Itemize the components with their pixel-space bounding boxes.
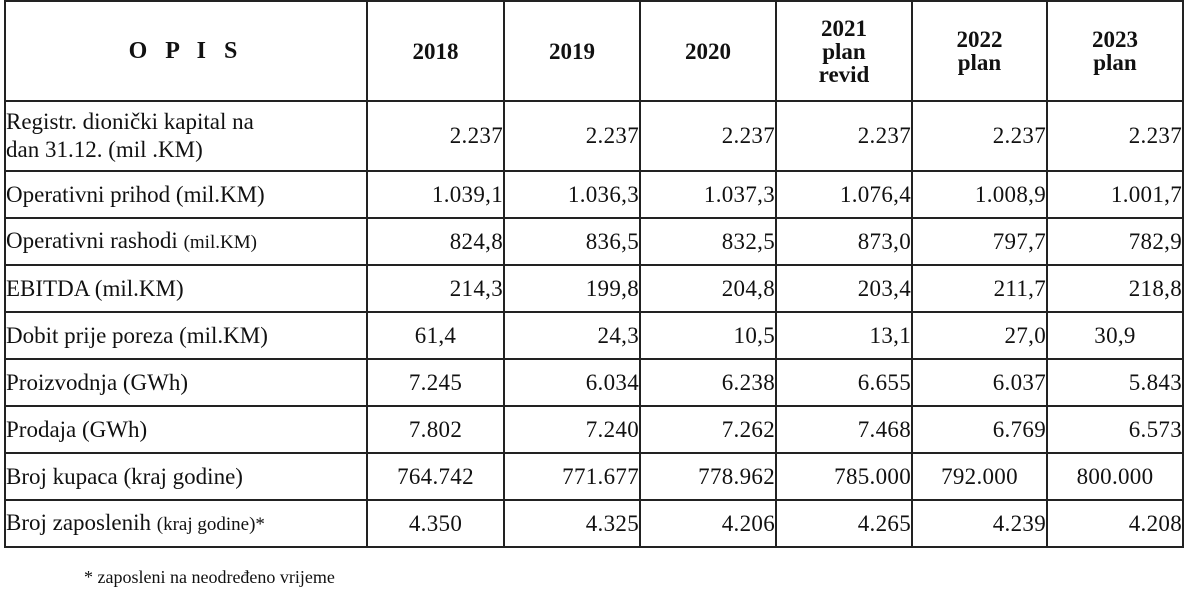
- cell-value: 7.468: [775, 405, 913, 454]
- cell-value: 27,0: [911, 311, 1048, 360]
- row-label-unit: (kraj godine)*: [156, 513, 265, 535]
- table-row: Operativni prihod (mil.KM) 1.039,1 1.036…: [4, 170, 1184, 219]
- cell-value: 4.239: [911, 499, 1048, 548]
- cell-value: 7.240: [503, 405, 641, 454]
- cell-value: 6.655: [775, 358, 913, 407]
- cell-value: 6.034: [503, 358, 641, 407]
- cell-value: 6.037: [911, 358, 1048, 407]
- cell-value: 785.000: [775, 452, 913, 501]
- header-year-line: plan: [957, 50, 1002, 75]
- cell-value: 2.237: [639, 100, 777, 172]
- cell-value: 4.325: [503, 499, 641, 548]
- cell-value: 2.237: [366, 100, 505, 172]
- cell-value: 211,7: [911, 264, 1048, 313]
- table-row: Proizvodnja (GWh) 7.245 6.034 6.238 6.65…: [4, 358, 1184, 407]
- table-row: Dobit prije poreza (mil.KM) 61,4 24,3 10…: [4, 311, 1184, 360]
- cell-value: 4.206: [639, 499, 777, 548]
- cell-value: 792.000: [911, 452, 1048, 501]
- table-row: Registr. dionički kapital na dan 31.12. …: [4, 100, 1184, 172]
- header-year-line: 2020: [685, 38, 731, 64]
- cell-value: 6.573: [1046, 405, 1184, 454]
- cell-value: 764.742: [366, 452, 505, 501]
- table-row: Operativni rashodi (mil.KM) 824,8 836,5 …: [4, 217, 1184, 266]
- cell-value: 4.350: [366, 499, 505, 548]
- table-row: Prodaja (GWh) 7.802 7.240 7.262 7.468 6.…: [4, 405, 1184, 454]
- cell-value: 1.001,7: [1046, 170, 1184, 219]
- cell-value: 61,4: [366, 311, 505, 360]
- cell-value: 1.008,9: [911, 170, 1048, 219]
- cell-value: 5.843: [1046, 358, 1184, 407]
- cell-value: 204,8: [639, 264, 777, 313]
- cell-value: 771.677: [503, 452, 641, 501]
- cell-value: 778.962: [639, 452, 777, 501]
- row-label-unit: (mil.KM): [183, 231, 257, 253]
- cell-value: 6.769: [911, 405, 1048, 454]
- header-year-line: 2019: [549, 38, 595, 64]
- cell-value: 800.000: [1046, 452, 1184, 501]
- table-row: Broj zaposlenih (kraj godine)* 4.350 4.3…: [4, 499, 1184, 548]
- row-label: EBITDA (mil.KM): [4, 264, 368, 313]
- header-year-2019: 2019: [503, 0, 641, 102]
- cell-value: 836,5: [503, 217, 641, 266]
- cell-value: 13,1: [775, 311, 913, 360]
- cell-value: 7.262: [639, 405, 777, 454]
- cell-value: 2.237: [1046, 100, 1184, 172]
- row-label: Dobit prije poreza (mil.KM): [4, 311, 368, 360]
- header-year-2021: 2021 plan revid: [775, 0, 913, 102]
- cell-value: 1.076,4: [775, 170, 913, 219]
- financial-indicators-table: O P I S 2018 2019 2020 2021 plan revid 2…: [4, 0, 1184, 548]
- header-year-line: 2018: [412, 38, 459, 64]
- header-row: O P I S 2018 2019 2020 2021 plan revid 2…: [4, 0, 1184, 102]
- cell-value: 782,9: [1046, 217, 1184, 266]
- cell-value: 1.036,3: [503, 170, 641, 219]
- row-label-line: dan 31.12. (mil .KM): [6, 137, 203, 162]
- header-year-2020: 2020: [639, 0, 777, 102]
- cell-value: 4.265: [775, 499, 913, 548]
- cell-value: 7.245: [366, 358, 505, 407]
- cell-value: 4.208: [1046, 499, 1184, 548]
- footnote: * zaposleni na neodređeno vrijeme: [84, 567, 335, 587]
- cell-value: 2.237: [503, 100, 641, 172]
- cell-value: 203,4: [775, 264, 913, 313]
- header-opis: O P I S: [4, 0, 368, 102]
- row-label: Broj kupaca (kraj godine): [4, 452, 368, 501]
- row-label: Operativni prihod (mil.KM): [4, 170, 368, 219]
- cell-value: 6.238: [639, 358, 777, 407]
- row-label: Registr. dionički kapital na dan 31.12. …: [4, 100, 368, 172]
- cell-value: 218,8: [1046, 264, 1184, 313]
- header-year-line: 2021: [821, 15, 867, 41]
- cell-value: 832,5: [639, 217, 777, 266]
- cell-value: 2.237: [775, 100, 913, 172]
- cell-value: 7.802: [366, 405, 505, 454]
- header-year-line: revid: [818, 61, 870, 87]
- cell-value: 2.237: [911, 100, 1048, 172]
- header-year-2023: 2023 plan: [1046, 0, 1184, 102]
- cell-value: 10,5: [639, 311, 777, 360]
- cell-value: 199,8: [503, 264, 641, 313]
- row-label: Operativni rashodi (mil.KM): [4, 217, 368, 266]
- header-year-line: 2023: [1092, 27, 1138, 52]
- table-row: EBITDA (mil.KM) 214,3 199,8 204,8 203,4 …: [4, 264, 1184, 313]
- row-label: Prodaja (GWh): [4, 405, 368, 454]
- row-label: Proizvodnja (GWh): [4, 358, 368, 407]
- row-label-main: Broj zaposlenih: [6, 509, 151, 535]
- cell-value: 797,7: [911, 217, 1048, 266]
- row-label-main: Operativni rashodi: [6, 227, 178, 253]
- header-year-2018: 2018: [366, 0, 505, 102]
- row-label-line: Registr. dionički kapital na: [6, 109, 254, 134]
- cell-value: 24,3: [503, 311, 641, 360]
- table-row: Broj kupaca (kraj godine) 764.742 771.67…: [4, 452, 1184, 501]
- cell-value: 1.037,3: [639, 170, 777, 219]
- header-year-line: plan: [1093, 50, 1137, 75]
- cell-value: 214,3: [366, 264, 505, 313]
- header-year-line: 2022: [956, 27, 1003, 52]
- header-year-line: plan: [822, 38, 866, 64]
- cell-value: 30,9: [1046, 311, 1184, 360]
- cell-value: 873,0: [775, 217, 913, 266]
- cell-value: 1.039,1: [366, 170, 505, 219]
- cell-value: 824,8: [366, 217, 505, 266]
- row-label: Broj zaposlenih (kraj godine)*: [4, 499, 368, 548]
- header-year-2022: 2022 plan: [911, 0, 1048, 102]
